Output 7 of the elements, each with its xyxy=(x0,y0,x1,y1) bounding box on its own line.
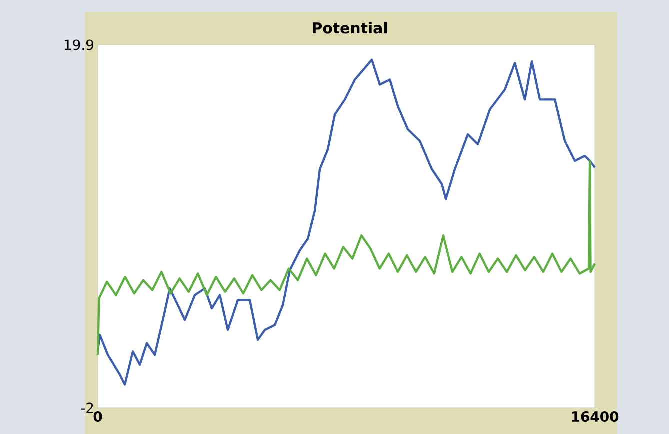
line-series xyxy=(96,160,596,356)
y-tick-label: 19.9 xyxy=(64,40,94,50)
y-tick-label: -2 xyxy=(81,402,94,414)
chart-title: Potential xyxy=(313,22,388,34)
x-tick-label: 0 xyxy=(94,411,102,422)
line-series xyxy=(96,58,596,386)
x-tick-label: 16400 xyxy=(572,411,619,422)
